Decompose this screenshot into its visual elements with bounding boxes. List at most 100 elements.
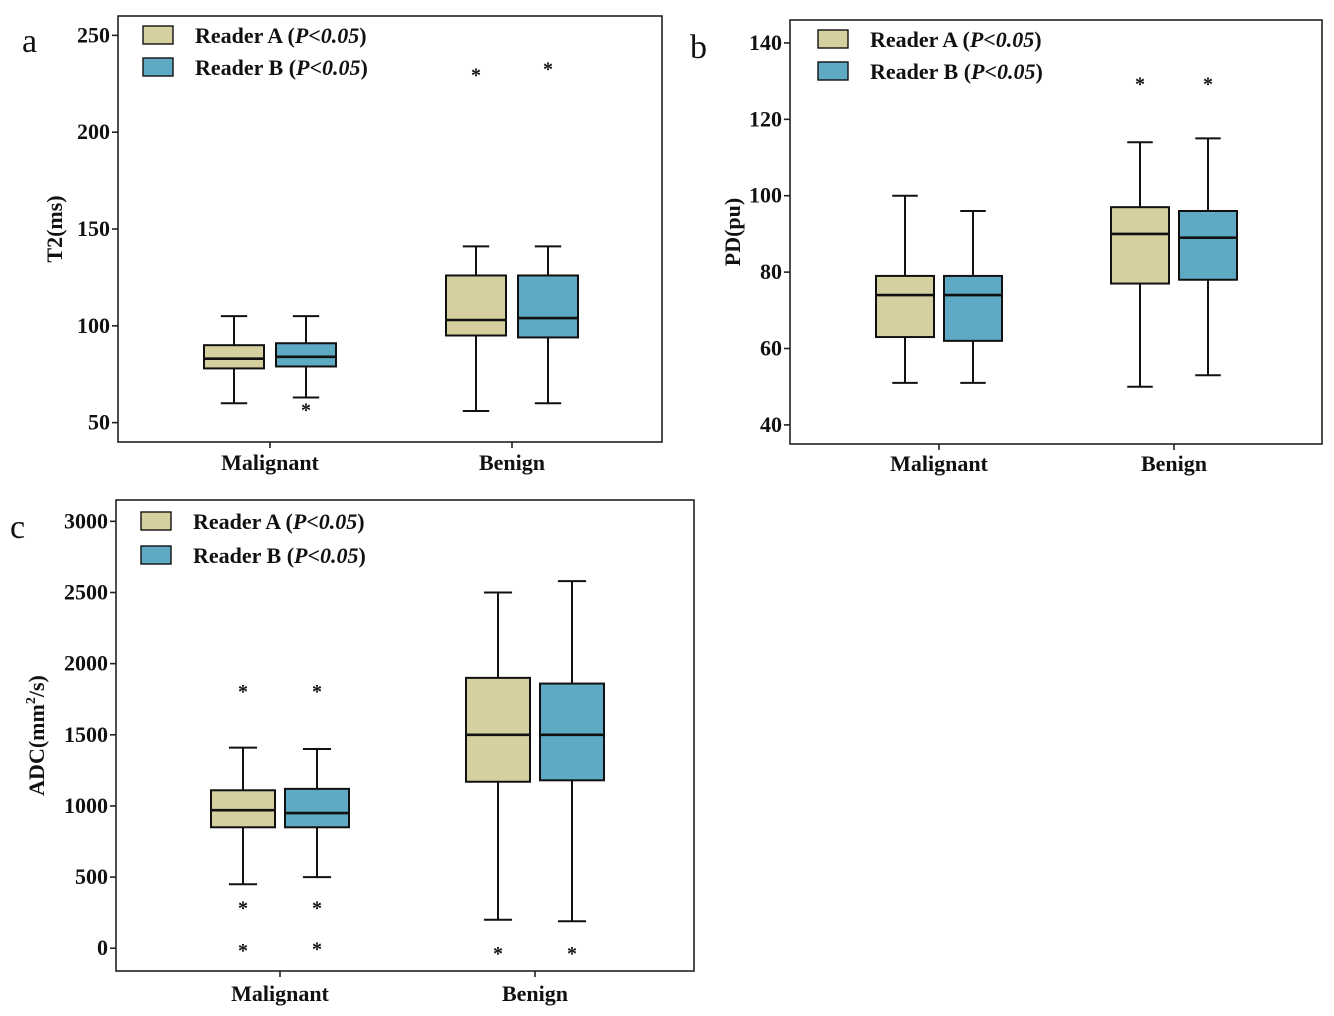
outlier-point: * (238, 897, 248, 919)
legend-paren-open: ( (281, 543, 294, 568)
legend-entry: Reader B (P<0.05) (193, 543, 366, 568)
box-reader-a-benign: * (465, 591, 531, 965)
legend-series-name: Reader A (193, 509, 281, 534)
box-reader-b-benign: * (1178, 73, 1238, 377)
y-tick-label: 80 (760, 259, 782, 284)
legend-paren-open: ( (282, 23, 295, 48)
y-tick-label: 100 (749, 183, 782, 208)
x-category-label: Malignant (221, 450, 319, 475)
legend-p-value: P<0.05 (970, 59, 1035, 84)
legend-series-name: Reader B (870, 59, 959, 84)
outlier-point: * (238, 681, 248, 703)
iqr-box (943, 274, 1003, 342)
legend-paren-open: ( (958, 59, 971, 84)
y-tick-label: 500 (75, 864, 108, 889)
x-category-label: Malignant (231, 981, 329, 1006)
x-category-label: Malignant (890, 451, 988, 476)
panel-a: a 50 100 150 200 250 T2(ms) Malignant Benign * * * R… (22, 15, 663, 475)
y-tick-label: 2000 (64, 651, 108, 676)
legend-swatch (140, 545, 172, 565)
legend-paren-open: ( (283, 55, 296, 80)
legend-entry: Reader A (P<0.05) (195, 23, 367, 48)
legend-series-name: Reader B (193, 543, 282, 568)
panel-b: b 40 60 80 100 120 140 PD(pu) Malignant Benign * * R… (690, 19, 1323, 476)
box-reader-a-malignant (875, 194, 935, 384)
y-tick-label: 1500 (64, 722, 108, 747)
y-tick-label: 1000 (64, 793, 108, 818)
x-category-label: Benign (479, 450, 545, 475)
legend-paren-close: ) (359, 23, 366, 48)
box-reader-b-benign: * (517, 58, 579, 405)
y-tick-label: 0 (97, 935, 108, 960)
outlier-point: * (312, 897, 322, 919)
legend-swatch (142, 57, 174, 77)
legend-paren-close: ) (361, 55, 368, 80)
box-reader-b-malignant (943, 209, 1003, 384)
box-reader-a-benign: * (445, 64, 507, 413)
outlier-point: * (238, 940, 248, 962)
x-category-label: Benign (502, 981, 568, 1006)
y-tick-label: 50 (88, 410, 110, 435)
y-axis-title: T2(ms) (42, 195, 67, 262)
y-tick-label: 100 (77, 313, 110, 338)
outlier-point: * (543, 58, 553, 80)
iqr-box (539, 682, 605, 782)
iqr-box (210, 789, 276, 829)
legend-swatch (817, 61, 849, 81)
y-tick-label: 2500 (64, 579, 108, 604)
box-reader-a-malignant: * * * (210, 681, 276, 962)
legend-entry: Reader B (P<0.05) (195, 55, 368, 80)
x-category-label: Benign (1141, 451, 1207, 476)
y-axis-title-main: ADC(mm (24, 704, 49, 796)
y-tick-label: 120 (749, 106, 782, 131)
legend-entry: Reader B (P<0.05) (870, 59, 1043, 84)
outlier-point: * (312, 939, 322, 961)
y-axis-title-superscript: 2 (24, 697, 39, 704)
iqr-box (465, 676, 531, 783)
y-tick-label: 3000 (64, 508, 108, 533)
iqr-box (284, 787, 350, 829)
box-reader-a-benign: * (1110, 73, 1170, 388)
panel-letter: b (690, 29, 707, 66)
y-tick-label: 200 (77, 119, 110, 144)
legend-series-name: Reader A (870, 27, 958, 52)
y-axis-title: PD(pu) (720, 198, 745, 266)
outlier-point: * (1203, 73, 1213, 95)
y-tick-label: 40 (760, 412, 782, 437)
iqr-box (445, 274, 507, 337)
legend-entry: Reader A (P<0.05) (193, 509, 365, 534)
y-tick-label: 140 (749, 30, 782, 55)
outlier-point: * (567, 943, 577, 965)
legend-swatch (817, 29, 849, 49)
y-tick-label: 150 (77, 216, 110, 241)
legend-p-value: P<0.05 (295, 55, 360, 80)
legend-p-value: P<0.05 (293, 543, 358, 568)
outlier-point: * (312, 681, 322, 703)
iqr-box (517, 274, 579, 339)
outlier-point: * (493, 943, 503, 965)
legend-paren-open: ( (280, 509, 293, 534)
iqr-box (875, 274, 935, 339)
y-tick-label: 60 (760, 336, 782, 361)
y-tick-label: 250 (77, 22, 110, 47)
box-reader-b-benign: * (539, 580, 605, 965)
box-reader-a-malignant (203, 315, 265, 405)
box-reader-b-malignant: * (275, 315, 337, 421)
outlier-point: * (471, 64, 481, 86)
legend-paren-close: ) (357, 509, 364, 534)
legend-p-value: P<0.05 (294, 23, 359, 48)
panel-c: c 0 500 1000 1500 2000 2500 3000 ADC(mm2/s) Malig… (10, 499, 695, 1006)
panel-letter: a (22, 23, 37, 60)
legend-paren-close: ) (1036, 59, 1043, 84)
legend-paren-close: ) (1034, 27, 1041, 52)
plot-frame (115, 499, 695, 972)
legend-entry: Reader A (P<0.05) (870, 27, 1042, 52)
outlier-point: * (301, 399, 311, 421)
iqr-box (203, 344, 265, 370)
y-axis-title-end: /s) (24, 675, 49, 698)
outlier-point: * (1135, 73, 1145, 95)
iqr-box (1178, 209, 1238, 281)
iqr-box (275, 342, 337, 368)
iqr-box (1110, 206, 1170, 285)
